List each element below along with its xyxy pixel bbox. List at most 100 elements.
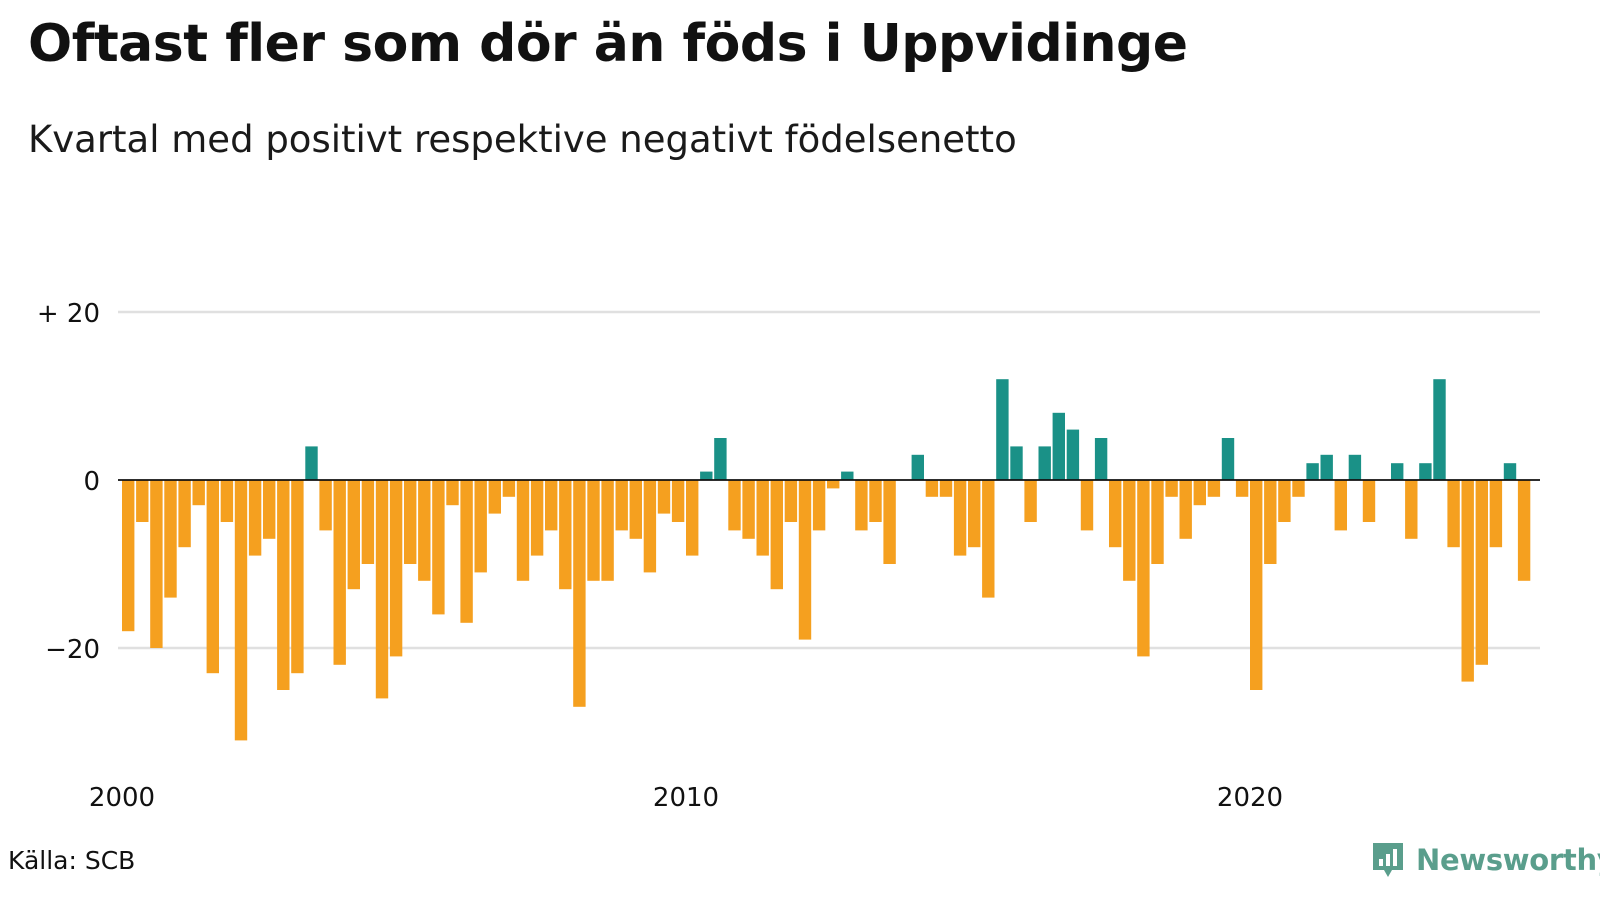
bar-q4	[164, 480, 177, 598]
bar-q79	[1221, 438, 1235, 480]
bar-q20	[389, 480, 403, 657]
bar-q91	[1391, 463, 1404, 480]
bar-q12	[277, 480, 290, 690]
bar-q47	[770, 480, 783, 590]
bar-q1	[122, 480, 135, 632]
bar-q94	[1433, 379, 1446, 480]
bar-q8	[220, 480, 234, 522]
bar-q88	[1348, 454, 1362, 480]
bar-q24	[446, 480, 459, 506]
bar-q98	[1489, 480, 1503, 548]
bar-q19	[375, 480, 389, 699]
brand-logo: Newsworthy	[1370, 840, 1600, 880]
bar-q22	[418, 480, 431, 581]
bar-q26	[474, 480, 487, 573]
bar-q21	[404, 480, 417, 564]
bar-q75	[1165, 480, 1178, 497]
bar-q2	[136, 480, 149, 522]
bar-q39	[657, 480, 671, 514]
bar-q37	[629, 480, 642, 539]
bar-q60	[953, 480, 967, 556]
bar-q43	[714, 438, 727, 480]
bar-q10	[248, 480, 262, 556]
bar-q40	[671, 480, 685, 522]
bar-q69	[1080, 480, 1094, 531]
bar-q99	[1503, 463, 1517, 480]
source-note: Källa: SCB	[8, 846, 136, 875]
bar-q33	[573, 480, 586, 707]
bar-q72	[1123, 480, 1136, 581]
chart-subtitle: Kvartal med positivt respektive negativt…	[28, 118, 1017, 161]
bar-q15	[319, 480, 332, 531]
bar-q14	[305, 446, 318, 480]
bar-q9	[234, 480, 248, 741]
bar-q97	[1475, 480, 1488, 665]
bar-q6	[192, 480, 205, 506]
bar-q28	[502, 480, 516, 497]
bar-q46	[756, 480, 769, 556]
bar-q5	[178, 480, 191, 548]
bar-q44	[728, 480, 741, 531]
bar-q73	[1137, 480, 1150, 657]
bar-q30	[530, 480, 544, 556]
bar-q71	[1109, 480, 1122, 548]
bar-q53	[855, 480, 868, 531]
gridlines	[118, 310, 1540, 650]
bar-q63	[996, 379, 1009, 480]
bar-q67	[1052, 412, 1065, 480]
bar-q51	[827, 480, 840, 489]
brand-name: Newsworthy	[1416, 843, 1600, 877]
y-axis-labels: + 20 0 −20	[37, 299, 100, 665]
bar-q93	[1419, 463, 1432, 480]
y-tick-label: + 20	[37, 299, 100, 329]
bar-q27	[488, 480, 501, 514]
bar-q58	[925, 480, 939, 497]
bar-q92	[1405, 480, 1418, 539]
bar-q95	[1447, 480, 1460, 548]
bar-q16	[333, 480, 346, 665]
bar-q45	[742, 480, 755, 539]
bar-q54	[869, 480, 882, 522]
bar-q87	[1334, 480, 1347, 531]
bar-q80	[1235, 480, 1249, 497]
bar-q34	[587, 480, 600, 581]
bar-q66	[1038, 446, 1051, 480]
bar-q55	[883, 480, 896, 564]
bar-q78	[1207, 480, 1221, 497]
bar-q77	[1193, 480, 1206, 506]
y-tick-label: −20	[45, 635, 100, 665]
bar-q83	[1278, 480, 1291, 522]
bar-chart: + 20 0 −20 2000 2010 2020	[37, 299, 1540, 813]
bar-q3	[150, 480, 163, 648]
bar-q29	[516, 480, 530, 581]
bar-q41	[686, 480, 699, 556]
y-tick-label: 0	[83, 467, 100, 497]
bar-q65	[1024, 480, 1037, 522]
bar-q25	[460, 480, 473, 623]
bar-q50	[812, 480, 826, 531]
x-axis-labels: 2000 2010 2020	[89, 783, 1283, 813]
bar-q31	[545, 480, 558, 531]
bar-q7	[206, 480, 219, 674]
bar-q62	[982, 480, 995, 598]
bar-q38	[643, 480, 657, 573]
bar-q57	[911, 454, 924, 480]
bar-q13	[291, 480, 304, 674]
bar-q23	[432, 480, 445, 615]
bar-q49	[798, 480, 812, 640]
bar-q52	[841, 471, 854, 480]
bar-q82	[1264, 480, 1277, 564]
newsworthy-chart-icon	[1373, 843, 1403, 877]
bar-q89	[1362, 480, 1376, 522]
bar-q100	[1517, 480, 1531, 581]
bar-q76	[1179, 480, 1192, 539]
bar-q68	[1066, 429, 1080, 480]
x-tick-label: 2010	[653, 783, 719, 813]
bar-q84	[1292, 480, 1305, 497]
bar-q36	[615, 480, 628, 531]
bar-q85	[1306, 463, 1319, 480]
bar-q81	[1250, 480, 1263, 690]
bar-q35	[601, 480, 614, 581]
bar-q48	[784, 480, 798, 522]
bars	[122, 379, 1531, 741]
